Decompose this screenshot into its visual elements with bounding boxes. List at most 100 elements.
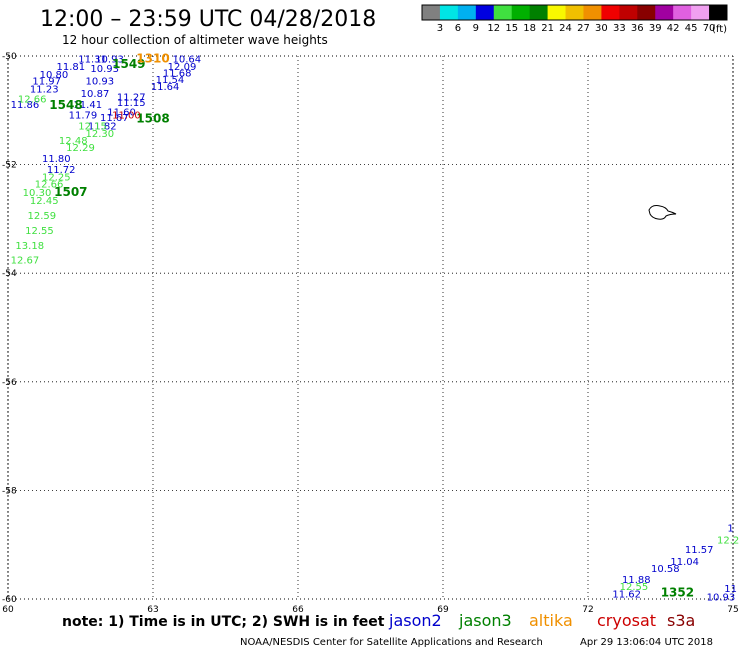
data-point-jason2: 10.64 [173, 55, 202, 66]
data-point-jason2: 1 [727, 523, 733, 534]
data-point-jason3: 1507 [54, 185, 87, 199]
data-point-lightgreen: 12.25 [42, 173, 71, 184]
legend-altika: altika [529, 611, 573, 630]
colorbar-tick-label: 9 [473, 23, 479, 34]
data-point-jason2: 11.72 [47, 165, 76, 176]
colorbar-swatch [475, 5, 495, 20]
data-point-jason2: 11.68 [163, 68, 192, 79]
colorbar-swatch [601, 5, 620, 20]
colorbar-border [421, 4, 728, 21]
footer-note: note: 1) Time is in UTC; 2) SWH is in fe… [62, 614, 385, 630]
data-point-altika: 1310 [136, 52, 169, 66]
data-point-jason3: 1508 [136, 111, 169, 125]
grid [7, 55, 734, 600]
legend-jason3: jason3 [458, 611, 512, 630]
colorbar-swatch [583, 5, 602, 20]
colorbar-swatch [673, 5, 692, 20]
axis-labels: 60 63 66 69 72 75 -50 -52 -54 -56 -58 -60 [2, 52, 739, 615]
colorbar-swatch [565, 5, 584, 20]
data-point-jason2: 11.15 [117, 98, 146, 109]
data-point-lightgreen: 12.15 [78, 122, 107, 133]
data-point-jason2: 11 [724, 584, 737, 595]
y-tick-label: -50 [2, 52, 17, 62]
data-point-lightgreen: 13.18 [15, 241, 44, 252]
data-point-lightgreen: 12.45 [30, 196, 59, 207]
data-point-jason2: 11.86 [11, 100, 40, 111]
data-point-jason2: 11.67 [100, 113, 129, 124]
data-point-jason3: 1548 [49, 98, 82, 112]
data-point-jason3: 1352 [661, 585, 694, 599]
colorbar-unit: (ft) [712, 24, 727, 35]
colorbar-swatch [637, 5, 656, 20]
colorbar-tick-label: 18 [523, 23, 536, 34]
footer-credit: NOAA/NESDIS Center for Satellite Applica… [240, 637, 543, 648]
data-point-lightgreen: 10.30 [23, 188, 52, 199]
colorbar-swatch [691, 5, 710, 20]
data-point-jason2: 10.87 [81, 89, 110, 100]
y-tick-label: -52 [2, 161, 17, 171]
colorbar-swatch [619, 5, 638, 20]
data-point-cryosat: 11.00 [112, 111, 141, 122]
y-tick-label: -58 [2, 486, 17, 496]
y-tick-label: -54 [2, 269, 17, 279]
colorbar-tick-label: 21 [541, 23, 554, 34]
colorbar-tick-label: 33 [613, 23, 626, 34]
data-point-jason2: 11.04 [670, 557, 699, 568]
data-point-jason2: 10.93 [90, 64, 119, 75]
colorbar-swatch [457, 5, 477, 20]
legend-s3a: s3a [667, 611, 695, 630]
data-point-lightgreen: 12.48 [59, 136, 88, 147]
data-point-jason2: 10.93 [95, 55, 124, 66]
x-tick-label: 69 [437, 605, 449, 615]
data-point-lightgreen: 12.55 [620, 582, 649, 593]
data-point-jason2: 11.97 [32, 76, 61, 87]
chart-title: 12:00 – 23:59 UTC 04/28/2018 [40, 7, 376, 32]
colorbar-tick-label: 36 [631, 23, 644, 34]
colorbar-tick-label: 6 [455, 23, 461, 34]
data-point-jason2: 11.27 [117, 93, 146, 104]
colorbar-tick-label: 12 [487, 23, 500, 34]
data-point-jason2: 11.80 [42, 154, 71, 165]
data-point-jason2: 10.93 [86, 76, 115, 87]
data-point-jason2: 11.57 [685, 545, 714, 556]
colorbar-swatch [529, 5, 549, 20]
data-point-jason2: 11.79 [69, 111, 98, 122]
colorbar-tick-label: 45 [685, 23, 698, 34]
colorbar: 3 6 9 12 15 18 21 24 27 30 33 36 39 42 45 70 [421, 4, 728, 34]
data-point-jason2: 11.31 [78, 55, 107, 66]
data-point-lightgreen: 12.2 [717, 535, 739, 546]
footer-timestamp: Apr 29 13:06:04 UTC 2018 [580, 637, 713, 648]
colorbar-swatch [655, 5, 674, 20]
plot-frame [7, 55, 734, 600]
x-tick-label: 63 [147, 605, 158, 615]
data-point-jason2: 11.88 [622, 575, 651, 586]
data-point-jason2: 12.09 [168, 62, 197, 73]
data-point-jason2: 11.64 [151, 82, 180, 93]
data-point-jason2: 11.81 [57, 62, 86, 73]
island-outline [648, 205, 677, 220]
colorbar-swatch [439, 5, 459, 20]
colorbar-swatch [709, 5, 728, 20]
colorbar-swatch [547, 5, 567, 20]
data-point-jason2: 10.58 [651, 564, 680, 575]
x-tick-label: 75 [727, 605, 738, 615]
legend: jason2 jason3 altika cryosat s3a [388, 611, 695, 630]
colorbar-tick-label: 30 [595, 23, 608, 34]
colorbar-tick-label: 15 [505, 23, 518, 34]
data-point-lightgreen: 12.66 [18, 94, 47, 105]
data-point-jason2: 11.23 [30, 85, 59, 96]
colorbar-tick-label: 42 [667, 23, 680, 34]
colorbar-tick-label: 70 [703, 23, 716, 34]
data-point-jason2: 10.80 [40, 70, 69, 81]
colorbar-tick-label: 27 [577, 23, 590, 34]
data-point-lightgreen: 12.55 [25, 226, 54, 237]
data-point-lightgreen: 12.66 [35, 180, 64, 191]
data-point-jason2: 11.41 [73, 100, 102, 111]
data-point-lightgreen: 12.29 [66, 143, 95, 154]
legend-jason2: jason2 [388, 611, 442, 630]
data-point-lightgreen: 12.67 [11, 256, 40, 267]
legend-cryosat: cryosat [597, 611, 656, 630]
colorbar-tick-label: 24 [559, 23, 572, 34]
